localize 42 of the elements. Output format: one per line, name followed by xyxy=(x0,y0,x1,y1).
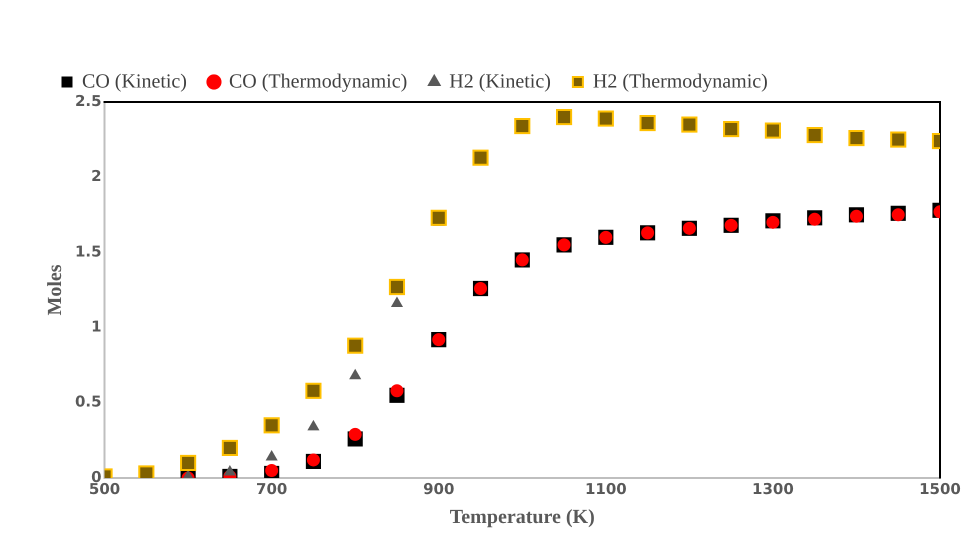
legend-label: H2 (Thermodynamic) xyxy=(592,70,768,92)
point xyxy=(391,297,403,308)
y-axis-title: Moles xyxy=(44,264,66,316)
point xyxy=(514,118,530,134)
point xyxy=(640,114,656,132)
point xyxy=(180,454,196,472)
y-tick-label: 2.5 xyxy=(74,92,102,110)
point xyxy=(308,420,320,430)
x-tick-label: 1500 xyxy=(919,480,961,498)
point xyxy=(848,130,865,146)
point xyxy=(472,150,489,166)
point xyxy=(350,369,361,380)
y-tick-label: 1 xyxy=(91,317,102,336)
point xyxy=(390,384,404,398)
y-tick-label: 1.5 xyxy=(74,242,102,260)
legend-label: CO (Kinetic) xyxy=(82,70,187,92)
x-tick-label: 1100 xyxy=(584,480,627,498)
legend-label: H2 (Kinetic) xyxy=(449,70,551,92)
x-tick-label: 700 xyxy=(256,480,288,498)
point xyxy=(388,278,406,296)
point xyxy=(681,116,698,133)
point xyxy=(224,465,236,476)
point xyxy=(598,110,614,127)
point xyxy=(266,450,278,460)
point xyxy=(222,440,238,456)
point xyxy=(890,132,906,148)
point xyxy=(347,338,364,354)
point xyxy=(348,428,362,441)
point xyxy=(430,210,447,226)
legend-label: CO (Thermodynamic) xyxy=(228,70,408,92)
y-tick-label: 2 xyxy=(91,167,102,186)
point xyxy=(305,382,322,399)
point xyxy=(306,453,320,466)
point xyxy=(806,127,823,144)
point xyxy=(264,417,280,434)
point xyxy=(764,122,781,139)
x-axis-title: Temperature (K) xyxy=(450,506,595,528)
x-tick-label: 1300 xyxy=(752,480,794,498)
point xyxy=(723,121,740,138)
y-tick-label: 0.5 xyxy=(74,392,102,411)
x-tick-label: 900 xyxy=(423,480,454,498)
point xyxy=(556,108,572,126)
